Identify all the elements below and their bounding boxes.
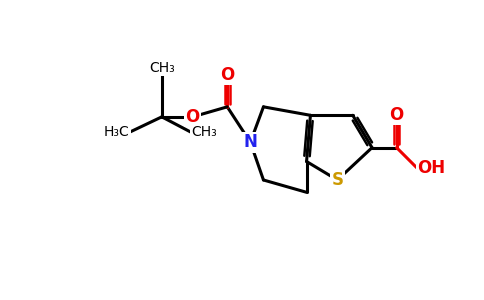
Text: S: S [332,171,343,189]
Text: O: O [390,106,404,124]
Text: H₃C: H₃C [104,125,130,139]
Text: N: N [243,133,257,151]
Text: OH: OH [417,159,446,177]
Text: CH₃: CH₃ [149,61,175,74]
Text: O: O [220,65,234,83]
Text: O: O [185,108,200,126]
Text: CH₃: CH₃ [191,125,217,139]
